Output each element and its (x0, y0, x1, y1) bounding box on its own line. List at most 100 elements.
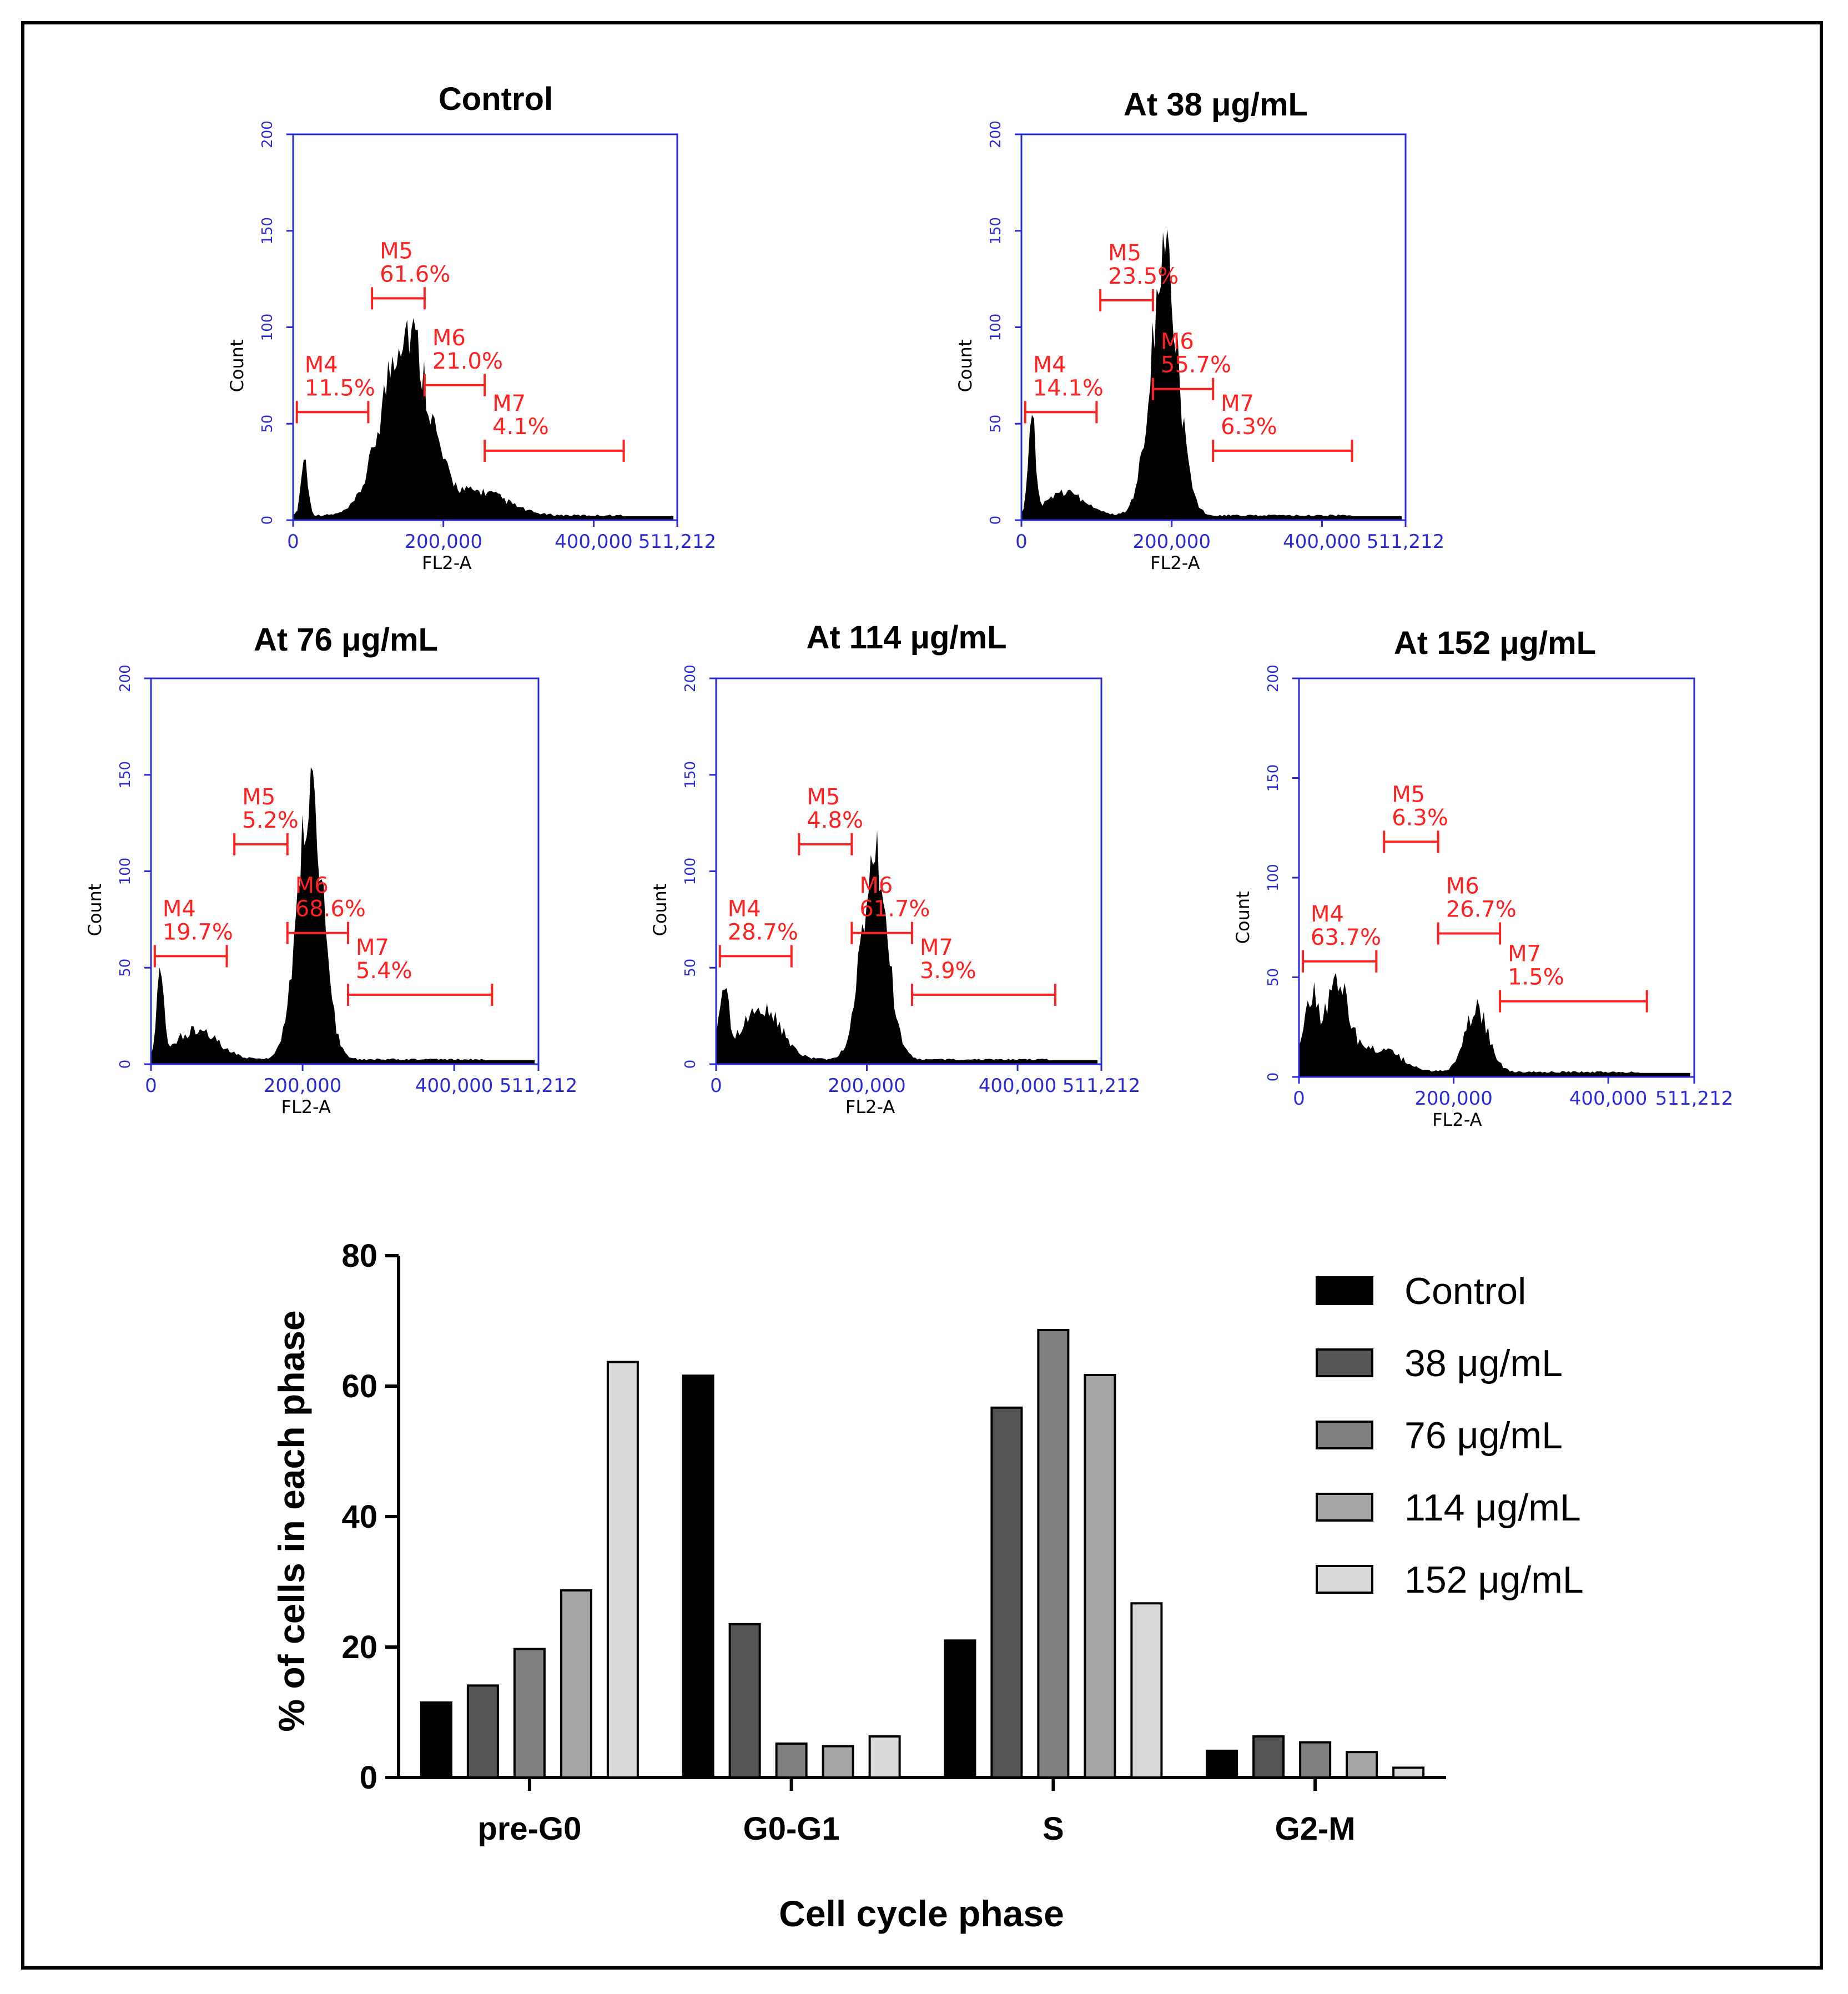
y-tick-label: 200 (259, 120, 276, 148)
legend-label: Control (1404, 1270, 1526, 1312)
y-axis-label: Count (1232, 891, 1253, 944)
histogram-frame (292, 133, 678, 521)
y-tick-label: 200 (117, 664, 134, 692)
gate-percent: 4.8% (807, 808, 863, 833)
gate-percent: 55.7% (1161, 353, 1231, 378)
bar-category-label: pre-G0 (477, 1811, 581, 1847)
y-axis-label: Count (226, 339, 248, 392)
x-axis-label: FL2-A (422, 552, 471, 573)
y-tick-label: 100 (988, 314, 1004, 341)
histogram-frame (1020, 133, 1407, 521)
bar-chart: 0 20 40 60 80 pre-G0 G0-G1 S G2-M Cell cycle phas… (271, 1238, 1584, 1934)
x-tick-label: 511,212 (1063, 1075, 1141, 1097)
gate-marker-m7: M75.4% (346, 935, 494, 1006)
gate-percent: 5.2% (242, 808, 299, 833)
legend-swatch (1316, 1421, 1373, 1449)
x-tick-label: 400,000 (555, 531, 633, 553)
gate-name: M5 (1392, 782, 1425, 807)
histogram-title: Control (439, 81, 553, 117)
gate-name: M6 (295, 873, 329, 899)
y-tick-label: 100 (117, 858, 134, 885)
gate-name: M7 (356, 935, 389, 960)
bar-s-series-3 (1037, 1328, 1070, 1779)
bar-y-axis-label: % of cells in each phase (271, 1310, 312, 1731)
gate-name: M5 (1108, 240, 1141, 266)
x-axis-label: FL2-A (1150, 552, 1200, 573)
gate-percent: 61.7% (859, 897, 930, 922)
y-tick-label: 50 (682, 959, 699, 977)
histogram-bars (293, 318, 674, 520)
bar-s-series-1 (944, 1639, 976, 1779)
bar-s-series-4 (1084, 1374, 1116, 1779)
bar-category-label: G0-G1 (743, 1811, 840, 1847)
gate-name: M4 (1033, 352, 1066, 377)
bar-g0-g1-series-2 (728, 1623, 761, 1779)
y-tick-label: 50 (988, 415, 1004, 433)
gate-name: M6 (1161, 329, 1194, 355)
histogram-title: At 114 μg/mL (806, 620, 1006, 656)
gate-marker-m7: M76.3% (1212, 391, 1353, 462)
bar-g2-m-series-1 (1206, 1749, 1238, 1779)
bar-g0-g1-series-5 (868, 1735, 901, 1779)
x-tick-label: 200,000 (1132, 531, 1211, 553)
bar-x-axis-label: Cell cycle phase (779, 1893, 1064, 1934)
gate-name: M5 (807, 784, 840, 810)
x-tick-label: 511,212 (638, 531, 717, 553)
bar-y-tick-label: 80 (341, 1238, 377, 1274)
gate-percent: 14.1% (1033, 375, 1104, 401)
y-tick-label: 0 (1265, 1072, 1282, 1082)
histogram-frame (150, 677, 540, 1065)
gate-marker-m7: M74.1% (484, 391, 625, 462)
gate-name: M4 (305, 352, 338, 377)
gate-name: M4 (1311, 902, 1344, 927)
x-tick-label: 400,000 (979, 1075, 1057, 1097)
histogram-frame (715, 677, 1102, 1065)
gate-name: M7 (492, 391, 526, 416)
gate-percent: 23.5% (1108, 264, 1179, 289)
y-tick-label: 150 (682, 761, 699, 789)
gate-name: M7 (1221, 391, 1254, 416)
y-tick-label: 200 (682, 664, 699, 692)
gate-percent: 28.7% (728, 919, 798, 945)
bar-g0-g1-series-4 (822, 1745, 854, 1779)
x-axis-label: FL2-A (1432, 1109, 1482, 1130)
bar-pre-g0-series-3 (513, 1648, 546, 1779)
gate-name: M6 (1446, 874, 1479, 899)
gate-marker-m5: M55.2% (233, 784, 299, 855)
bar-g0-g1-series-3 (775, 1742, 808, 1779)
histogram-bars (716, 830, 1098, 1064)
bar-y-tick-label: 20 (341, 1629, 377, 1665)
histogram-title: At 76 μg/mL (254, 622, 438, 658)
gate-percent: 61.6% (380, 261, 450, 287)
bar-category-label: G2-M (1275, 1811, 1356, 1847)
histogram-title: At 152 μg/mL (1394, 625, 1596, 661)
y-tick-label: 200 (988, 120, 1004, 148)
legend-label: 38 μg/mL (1404, 1342, 1563, 1384)
histogram-panel-3: At 76 μg/mL 0 50 100 150 200 0 200,000 400,000 51… (84, 622, 577, 1117)
bar-y-tick-label: 60 (341, 1368, 377, 1404)
histogram-panel-1: Control 0 50 100 150 200 0 200,000 400,000 511,21… (226, 81, 716, 573)
histogram-frame (1298, 677, 1695, 1078)
x-tick-label: 400,000 (1283, 531, 1361, 553)
gate-marker-m7: M73.9% (910, 935, 1056, 1006)
legend-swatch (1316, 1348, 1373, 1377)
x-tick-label: 200,000 (264, 1075, 342, 1097)
gate-name: M4 (163, 896, 196, 922)
x-tick-label: 200,000 (404, 531, 482, 553)
y-tick-label: 0 (682, 1060, 699, 1069)
y-tick-label: 100 (682, 858, 699, 885)
bar-g2-m-series-4 (1346, 1751, 1378, 1779)
y-tick-label: 50 (1265, 968, 1282, 986)
